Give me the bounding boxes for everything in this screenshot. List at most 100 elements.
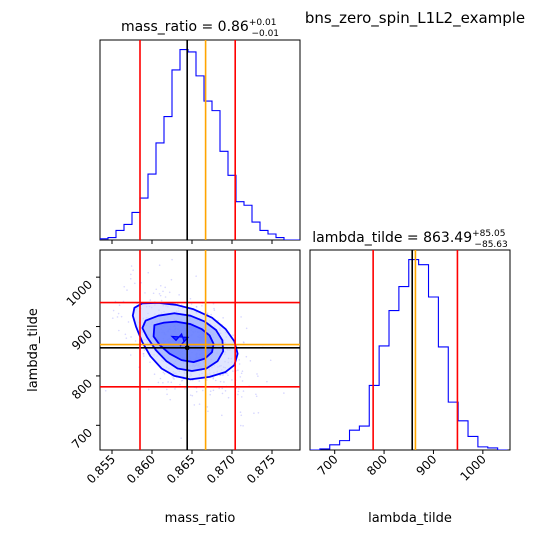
- sample-point: [240, 372, 243, 375]
- sample-point: [155, 288, 158, 291]
- mass-ratio-tick-label: 0.855: [84, 452, 118, 486]
- sample-point: [243, 341, 245, 344]
- sample-point: [222, 374, 224, 376]
- sample-point: [195, 390, 198, 393]
- sample-point: [178, 294, 180, 296]
- sample-point: [162, 371, 165, 374]
- sample-point: [209, 393, 211, 396]
- sample-point: [237, 369, 239, 371]
- sample-point: [159, 294, 162, 297]
- mass-ratio-histogram-step: [100, 48, 300, 240]
- sample-point: [124, 333, 127, 336]
- sample-point: [158, 292, 161, 295]
- lambda-tilde-y-tick-label: 700: [69, 426, 95, 452]
- sample-point: [306, 389, 308, 391]
- x-axis-label-lambda-tilde: lambda_tilde: [368, 511, 452, 526]
- sample-point: [239, 424, 242, 427]
- sample-point: [227, 374, 229, 376]
- sample-point: [111, 317, 114, 319]
- sample-point: [149, 299, 152, 301]
- lambda-tilde-title-minus: −85.63: [474, 240, 507, 250]
- sample-point: [164, 286, 167, 289]
- lambda-tilde-y-tick-label: 1000: [64, 277, 95, 308]
- sample-point: [130, 273, 132, 276]
- sample-point: [147, 271, 150, 274]
- lambda-tilde-tick-label: 1000: [457, 452, 488, 483]
- sample-point: [210, 313, 212, 316]
- lambda-tilde-y-tick-label: 900: [69, 327, 95, 353]
- sample-point: [118, 304, 121, 307]
- sample-point: [169, 398, 172, 401]
- sample-point: [142, 353, 145, 355]
- mass-ratio-title-plus: +0.01: [249, 18, 277, 28]
- joint-panel-frame: [99, 249, 301, 451]
- sample-point: [201, 389, 204, 392]
- sample-point: [116, 316, 119, 318]
- sample-point: [147, 388, 150, 391]
- sample-point: [223, 381, 225, 383]
- mass-ratio-histogram-panel: [99, 39, 301, 241]
- sample-point: [159, 377, 162, 380]
- sample-point: [57, 343, 59, 345]
- sample-point: [212, 389, 215, 392]
- sample-point: [256, 373, 258, 375]
- sample-point: [170, 381, 173, 384]
- sample-point: [152, 292, 155, 295]
- sample-point: [198, 403, 201, 405]
- sample-point: [189, 297, 192, 300]
- sample-point: [213, 309, 216, 312]
- mass-ratio-tick-label: 0.875: [244, 452, 278, 486]
- sample-point: [238, 363, 241, 365]
- chart-title: bns_zero_spin_L1L2_example: [305, 9, 525, 28]
- sample-point: [231, 379, 233, 381]
- sample-point: [249, 360, 252, 362]
- sample-point: [168, 291, 171, 294]
- sample-point: [153, 373, 156, 376]
- lambda-tilde-title-prefix: lambda_tilde =: [312, 230, 423, 246]
- sample-point: [160, 299, 163, 302]
- sample-point: [173, 378, 175, 380]
- sample-point: [167, 381, 169, 383]
- sample-point: [241, 370, 244, 373]
- sample-point: [162, 290, 164, 293]
- mass-ratio-tick-label: 0.870: [204, 452, 238, 486]
- sample-point: [221, 414, 223, 417]
- sample-point: [253, 412, 255, 414]
- sample-point: [125, 247, 127, 249]
- x-axis-label-mass-ratio: mass_ratio: [165, 511, 236, 526]
- sample-point: [184, 387, 186, 390]
- sample-point: [191, 394, 194, 397]
- sample-point: [222, 317, 224, 319]
- sample-point: [181, 379, 183, 382]
- sample-point: [245, 327, 248, 330]
- sample-point: [163, 373, 166, 375]
- joint-density-group: [57, 247, 308, 450]
- sample-point: [227, 396, 230, 399]
- sample-point: [180, 437, 182, 440]
- sample-point: [238, 388, 240, 390]
- sample-point: [130, 265, 133, 267]
- sample-point: [159, 284, 162, 287]
- sample-point: [212, 376, 215, 379]
- sample-point: [221, 387, 224, 390]
- sample-point: [130, 336, 132, 338]
- sample-point: [125, 337, 128, 339]
- sample-point: [179, 383, 181, 386]
- sample-point: [193, 404, 196, 406]
- sample-point: [118, 329, 120, 332]
- sample-point: [112, 309, 115, 312]
- sample-point: [172, 376, 174, 379]
- axes-ticks: 0.855 0.860 0.865 0.870 0.875 700 800 900 1000 70…: [64, 240, 489, 486]
- sample-point: [269, 359, 272, 362]
- sample-point: [206, 312, 209, 314]
- sample-point: [266, 380, 268, 383]
- lambda-tilde-tick-label: 800: [364, 452, 390, 478]
- sample-point: [238, 359, 240, 361]
- sample-point: [239, 411, 242, 414]
- truth-marker: [184, 345, 190, 351]
- sample-point: [134, 340, 137, 342]
- sample-point: [134, 282, 136, 285]
- sample-point: [104, 389, 107, 392]
- sample-point: [237, 393, 239, 396]
